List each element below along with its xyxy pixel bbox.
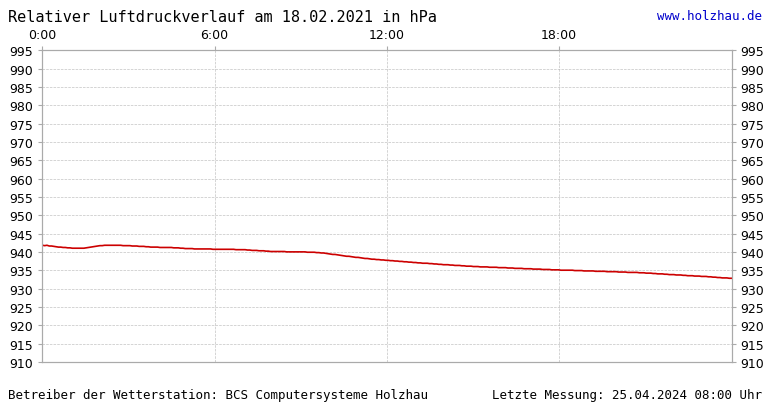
Text: www.holzhau.de: www.holzhau.de bbox=[658, 10, 762, 23]
Text: Letzte Messung: 25.04.2024 08:00 Uhr: Letzte Messung: 25.04.2024 08:00 Uhr bbox=[492, 388, 762, 401]
Text: Betreiber der Wetterstation: BCS Computersysteme Holzhau: Betreiber der Wetterstation: BCS Compute… bbox=[8, 388, 427, 401]
Text: Relativer Luftdruckverlauf am 18.02.2021 in hPa: Relativer Luftdruckverlauf am 18.02.2021… bbox=[8, 10, 437, 25]
